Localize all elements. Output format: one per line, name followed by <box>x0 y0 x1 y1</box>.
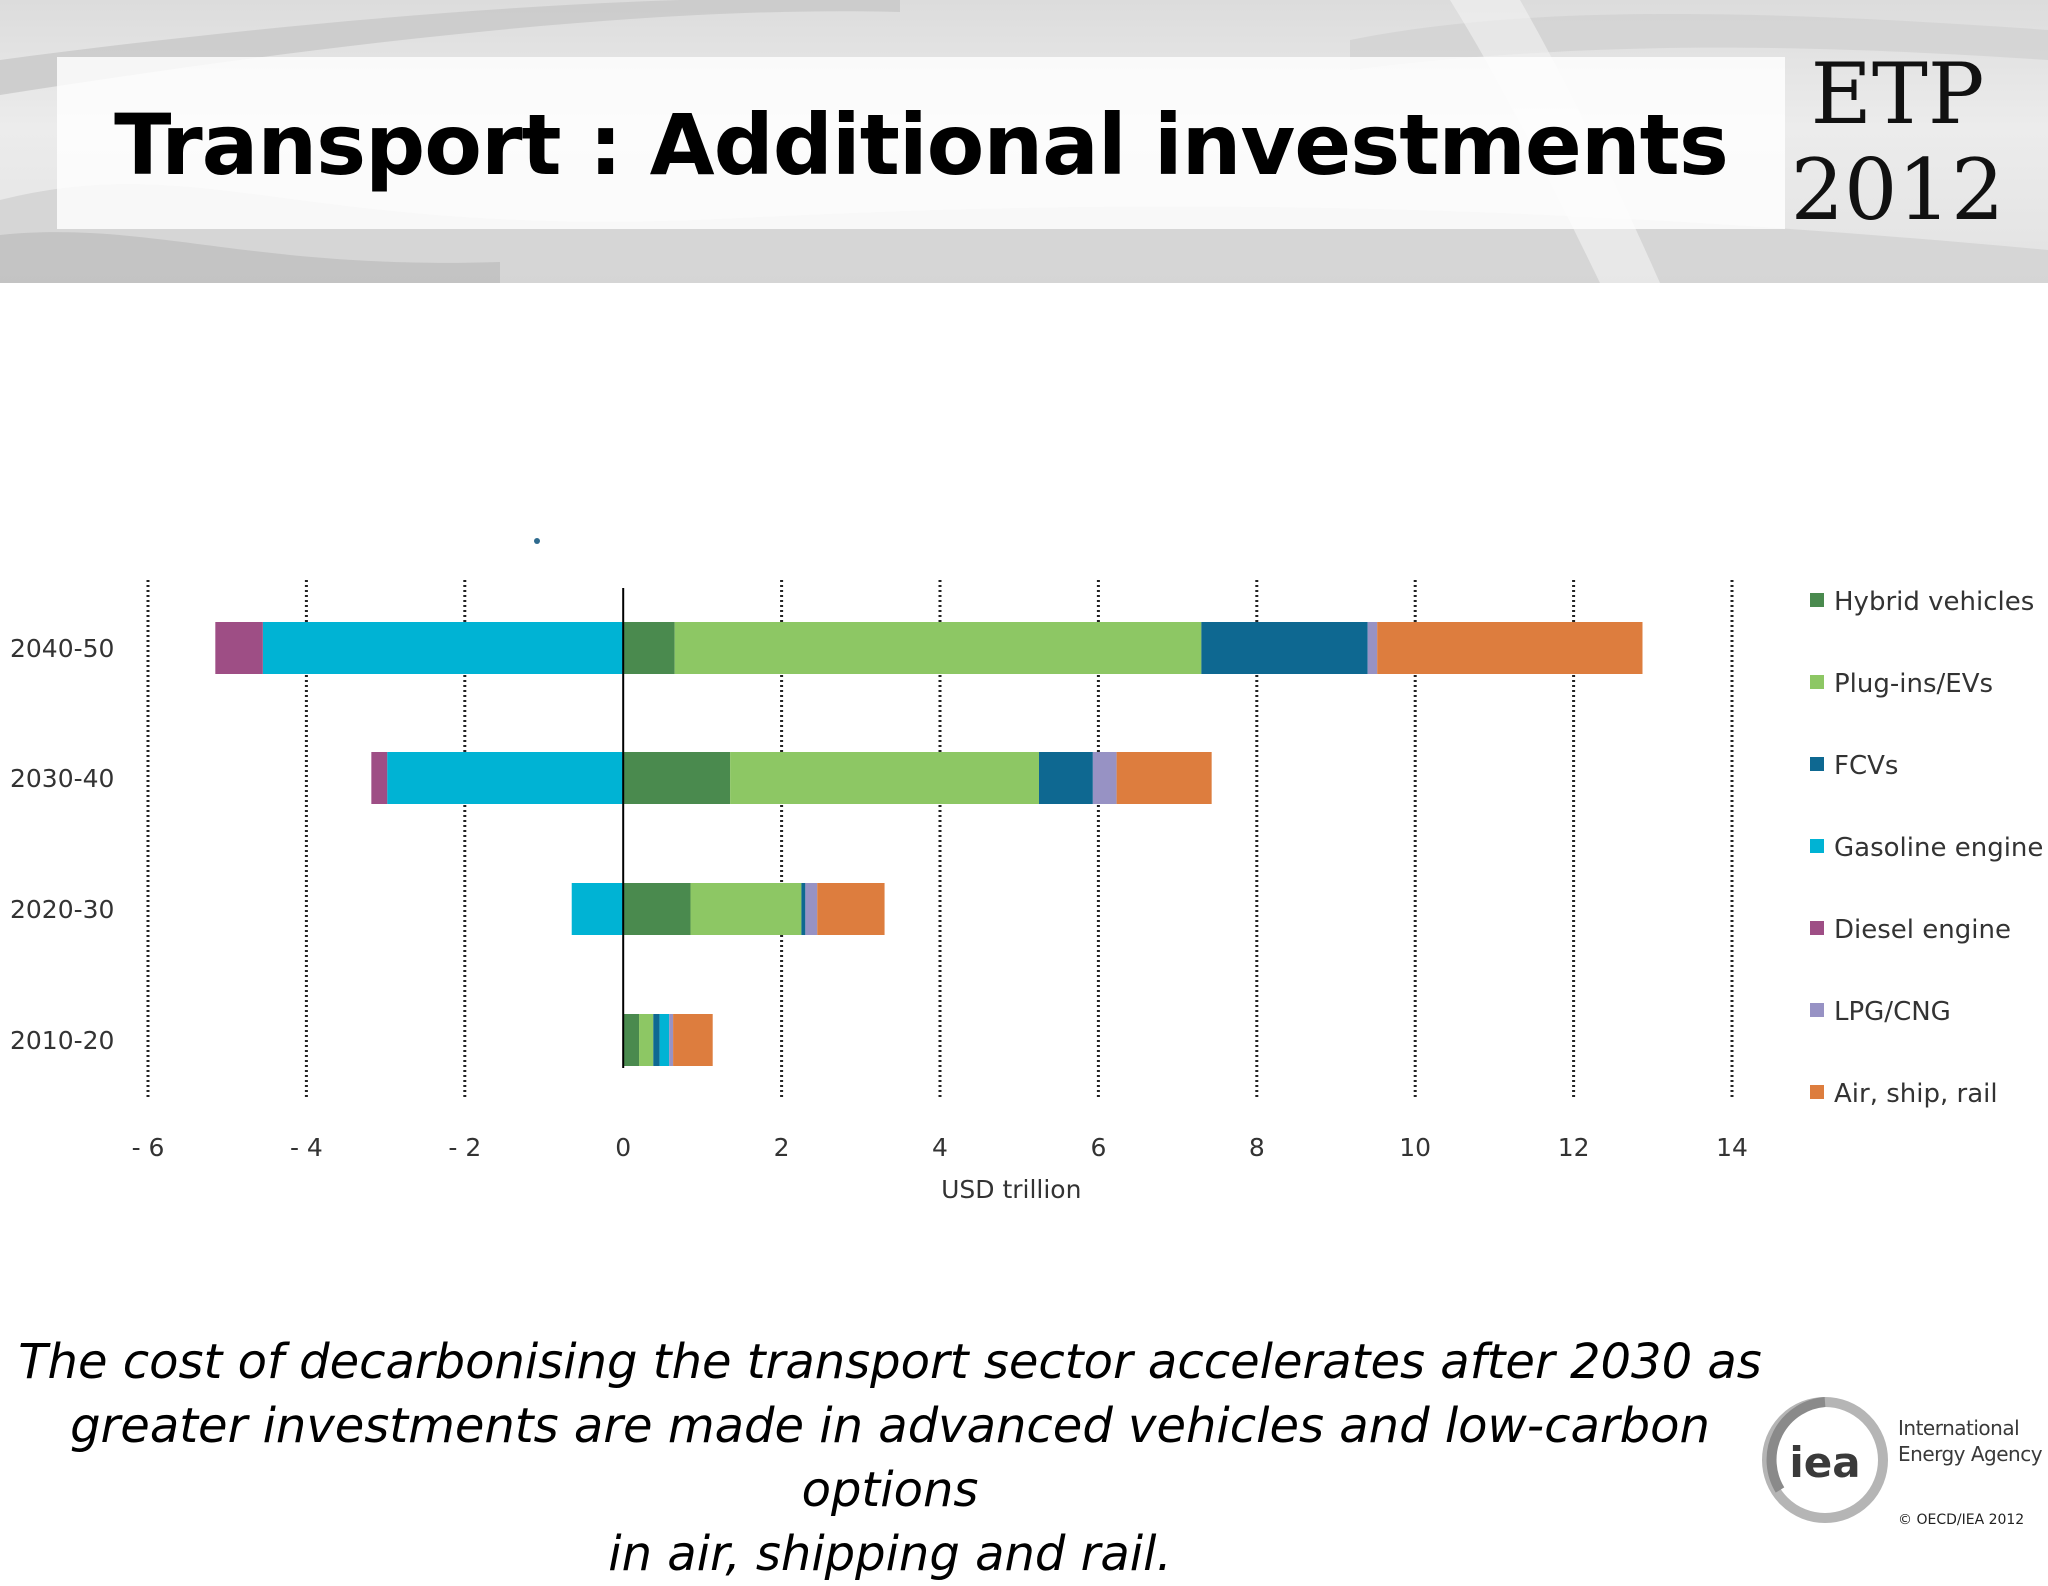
bar-segment <box>673 1014 713 1066</box>
legend-swatch <box>1810 921 1824 935</box>
x-tick-label: 6 <box>1090 1133 1106 1162</box>
bar-segment <box>262 622 624 674</box>
bar-segment <box>623 622 675 674</box>
bar-segment <box>215 622 263 674</box>
legend-swatch <box>1810 839 1824 853</box>
bar-segment <box>817 883 885 935</box>
x-tick-label: - 2 <box>448 1133 481 1162</box>
x-tick-label: 10 <box>1399 1133 1431 1162</box>
legend-label: Gasoline engine <box>1834 833 2043 863</box>
iea-org-name-line1: International <box>1898 1416 2020 1440</box>
etp-2012-logo: ETP 2012 <box>1785 46 2010 238</box>
bar-segment <box>653 1014 660 1066</box>
x-tick-label: 12 <box>1558 1133 1590 1162</box>
copyright-notice: © OECD/IEA 2012 <box>1898 1512 2025 1528</box>
x-tick-label: 2 <box>774 1133 790 1162</box>
x-tick-label: 8 <box>1249 1133 1265 1162</box>
legend-label: FCVs <box>1834 751 1898 781</box>
bar-segment <box>1367 622 1378 674</box>
bar-segment <box>690 883 802 935</box>
legend-swatch <box>1810 1085 1824 1099</box>
etp-logo-line2: 2012 <box>1790 141 2005 239</box>
bar-segment <box>659 1014 670 1066</box>
iea-org-name-line2: Energy Agency <box>1898 1442 2043 1466</box>
caption-line-1: The cost of decarbonising the transport … <box>18 1334 1762 1390</box>
category-label: 2010-20 <box>10 1026 114 1055</box>
legend-label: LPG/CNG <box>1834 997 1951 1027</box>
bar-segment <box>623 1014 640 1066</box>
bar-segment <box>805 883 818 935</box>
bar-segment <box>674 622 1202 674</box>
x-tick-label: 14 <box>1716 1133 1748 1162</box>
bar-segment <box>730 752 1039 804</box>
bar-segment <box>371 752 388 804</box>
iea-logo-icon: iea <box>1762 1397 1888 1523</box>
bar-segment <box>1201 622 1368 674</box>
legend-swatch <box>1810 593 1824 607</box>
chart-legend: Hybrid vehicles Plug-ins/EVs FCVs Gasoline … <box>1810 587 2043 1109</box>
x-axis-label: USD trillion <box>941 1175 1081 1204</box>
legend-swatch <box>1810 757 1824 771</box>
bar-segment <box>1377 622 1643 674</box>
investment-chart: 2040-50 2030-40 2020-30 2010-20 - 6 - 4 - 2 0 2… <box>0 520 2048 1220</box>
slide-title: Transport : Additional investments <box>114 96 1729 194</box>
category-labels: 2040-50 2030-40 2020-30 2010-20 <box>10 634 114 1055</box>
bar-segment <box>1039 752 1093 804</box>
legend-label: Diesel engine <box>1834 915 2011 945</box>
investment-chart-svg: 2040-50 2030-40 2020-30 2010-20 - 6 - 4 - 2 0 2… <box>10 538 2043 1204</box>
title-box <box>57 57 1785 229</box>
x-tick-label: - 6 <box>132 1133 165 1162</box>
bar-segment <box>1116 752 1212 804</box>
caption-line-2: greater investments are made in advanced… <box>70 1398 1710 1518</box>
legend-swatch <box>1810 675 1824 689</box>
category-label: 2020-30 <box>10 895 114 924</box>
legend-label: Plug-ins/EVs <box>1834 669 1993 699</box>
iea-logo-text: iea <box>1789 1438 1860 1487</box>
slide-caption: The cost of decarbonising the transport … <box>10 1330 1770 1586</box>
bar-segment <box>639 1014 654 1066</box>
caption-line-3: in air, shipping and rail. <box>608 1526 1172 1582</box>
chart-bars <box>215 622 1643 1066</box>
bar-segment <box>801 883 806 935</box>
bar-segment <box>669 1014 674 1066</box>
category-label: 2030-40 <box>10 764 114 793</box>
bar-segment <box>623 752 731 804</box>
bar-segment <box>571 883 624 935</box>
legend-label: Hybrid vehicles <box>1834 587 2034 617</box>
x-tick-labels: - 6 - 4 - 2 0 2 4 6 8 10 12 14 <box>132 1133 1748 1162</box>
bar-segment <box>623 883 691 935</box>
category-label: 2040-50 <box>10 634 114 663</box>
legend-swatch <box>1810 1003 1824 1017</box>
stray-dot <box>534 538 540 544</box>
bar-segment <box>387 752 624 804</box>
bar-segment <box>1092 752 1117 804</box>
x-tick-label: 0 <box>615 1133 631 1162</box>
iea-org-name: International Energy Agency <box>1898 1415 2043 1467</box>
legend-label: Air, ship, rail <box>1834 1079 1998 1109</box>
etp-logo-line1: ETP <box>1810 45 1985 143</box>
x-tick-label: 4 <box>932 1133 948 1162</box>
x-tick-label: - 4 <box>290 1133 323 1162</box>
